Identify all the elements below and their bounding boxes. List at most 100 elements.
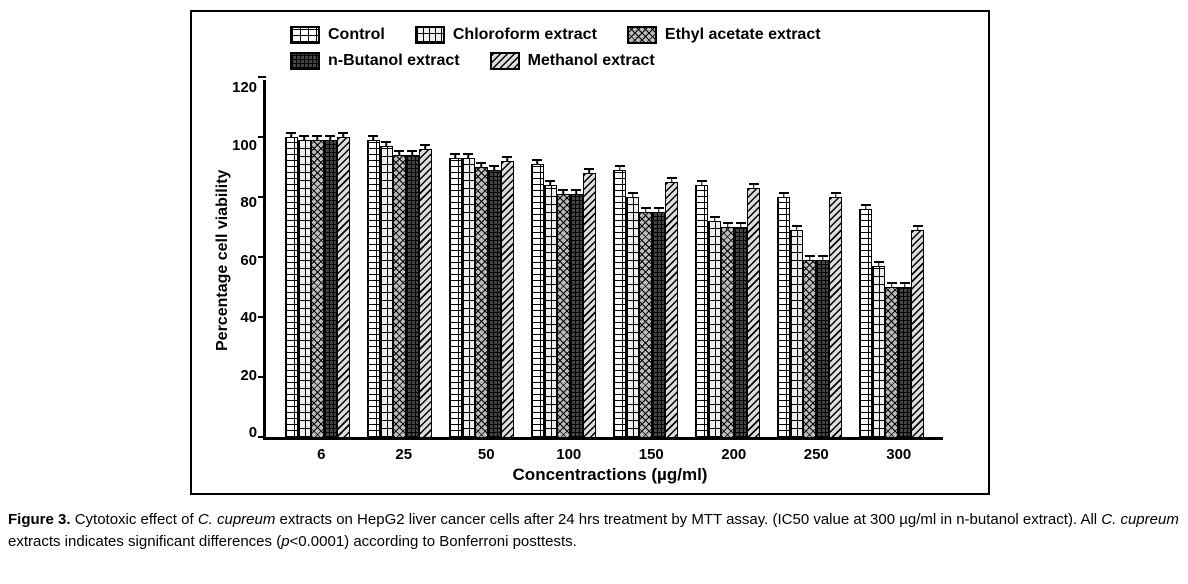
x-tick: 150 [618,446,684,463]
error-bar [571,189,581,195]
x-tick: 100 [536,446,602,463]
bar-group [367,140,432,437]
bar-chloroform [790,230,803,437]
y-tickmark [258,256,266,258]
caption-text-a: Cytotoxic effect of [75,511,198,528]
legend-swatch-methanol [490,52,520,70]
error-bar [710,216,720,222]
caption-text-c: extracts indicates significant differenc… [8,533,281,550]
error-bar [874,261,884,267]
error-bar [286,132,296,138]
bar-control [449,158,462,437]
bar-group [285,137,350,437]
bar-ethyl [311,140,324,437]
bar-chloroform [298,140,311,437]
bar-group [531,164,596,437]
plot-area [263,80,943,440]
bar-ethyl [557,194,570,437]
bar-butanol [898,287,911,437]
legend-label-methanol: Methanol extract [528,52,655,70]
error-bar [818,255,828,261]
plot-row: Percentage cell viability 12010080604020… [210,80,970,440]
bar-methanol [911,230,924,437]
bar-control [531,164,544,437]
error-bar [420,144,430,150]
y-tick: 100 [232,138,257,153]
error-bar [641,207,651,213]
error-bar [887,282,897,288]
bar-ethyl [885,287,898,437]
x-tick: 300 [866,446,932,463]
error-bar [831,192,841,198]
error-bar [584,168,594,174]
caption-pval: p [281,533,289,550]
bar-chloroform [544,185,557,437]
y-tick: 120 [232,80,257,95]
error-bar [502,156,512,162]
bar-control [367,140,380,437]
x-axis: 62550100150200250300 [270,440,950,463]
bar-butanol [734,227,747,437]
bar-group [695,185,760,437]
figure-container: Control Chloroform extract Ethyl acetate e… [0,0,1188,561]
error-bar [792,225,802,231]
bar-butanol [570,194,583,437]
chart-frame: Control Chloroform extract Ethyl acetate e… [190,10,990,495]
y-tick: 0 [232,425,257,440]
y-tickmark [258,436,266,438]
bar-methanol [665,182,678,437]
legend-item-butanol: n-Butanol extract [290,52,460,70]
y-axis-title: Percentage cell viability [210,80,232,440]
bar-chloroform [626,197,639,437]
y-tick: 40 [232,310,257,325]
error-bar [913,225,923,231]
caption-fig-label: Figure 3. [8,511,71,528]
bar-methanol [501,161,514,437]
bar-chloroform [708,221,721,437]
error-bar [667,177,677,183]
error-bar [805,255,815,261]
bar-ethyl [475,167,488,437]
error-bar [628,192,638,198]
bar-groups [266,80,943,437]
bar-ethyl [393,155,406,437]
error-bar [749,183,759,189]
y-tick: 60 [232,253,257,268]
error-bar [407,150,417,156]
y-tickmark [258,376,266,378]
bar-group [613,170,678,437]
bar-control [859,209,872,437]
bar-butanol [652,212,665,437]
legend-label-ethyl: Ethyl acetate extract [665,26,821,44]
x-tick: 25 [371,446,437,463]
legend-label-control: Control [328,26,385,44]
error-bar [558,189,568,195]
bar-group [449,158,514,437]
bar-methanol [829,197,842,437]
y-tickmark [258,76,266,78]
error-bar [476,162,486,168]
error-bar [723,222,733,228]
bar-control [285,137,298,437]
x-tick: 200 [701,446,767,463]
bar-butanol [488,170,501,437]
y-tick: 20 [232,368,257,383]
bar-control [777,197,790,437]
legend-label-chloroform: Chloroform extract [453,26,597,44]
caption-species-b: C. cupreum [1101,511,1179,528]
legend-label-butanol: n-Butanol extract [328,52,460,70]
error-bar [299,135,309,141]
bar-butanol [324,140,337,437]
error-bar [861,204,871,210]
bar-butanol [406,155,419,437]
error-bar [312,135,322,141]
error-bar [368,135,378,141]
error-bar [394,150,404,156]
y-tickmark [258,136,266,138]
legend-swatch-chloroform [415,26,445,44]
error-bar [338,132,348,138]
y-tickmark [258,196,266,198]
bar-control [695,185,708,437]
bar-chloroform [380,146,393,437]
legend-item-methanol: Methanol extract [490,52,655,70]
